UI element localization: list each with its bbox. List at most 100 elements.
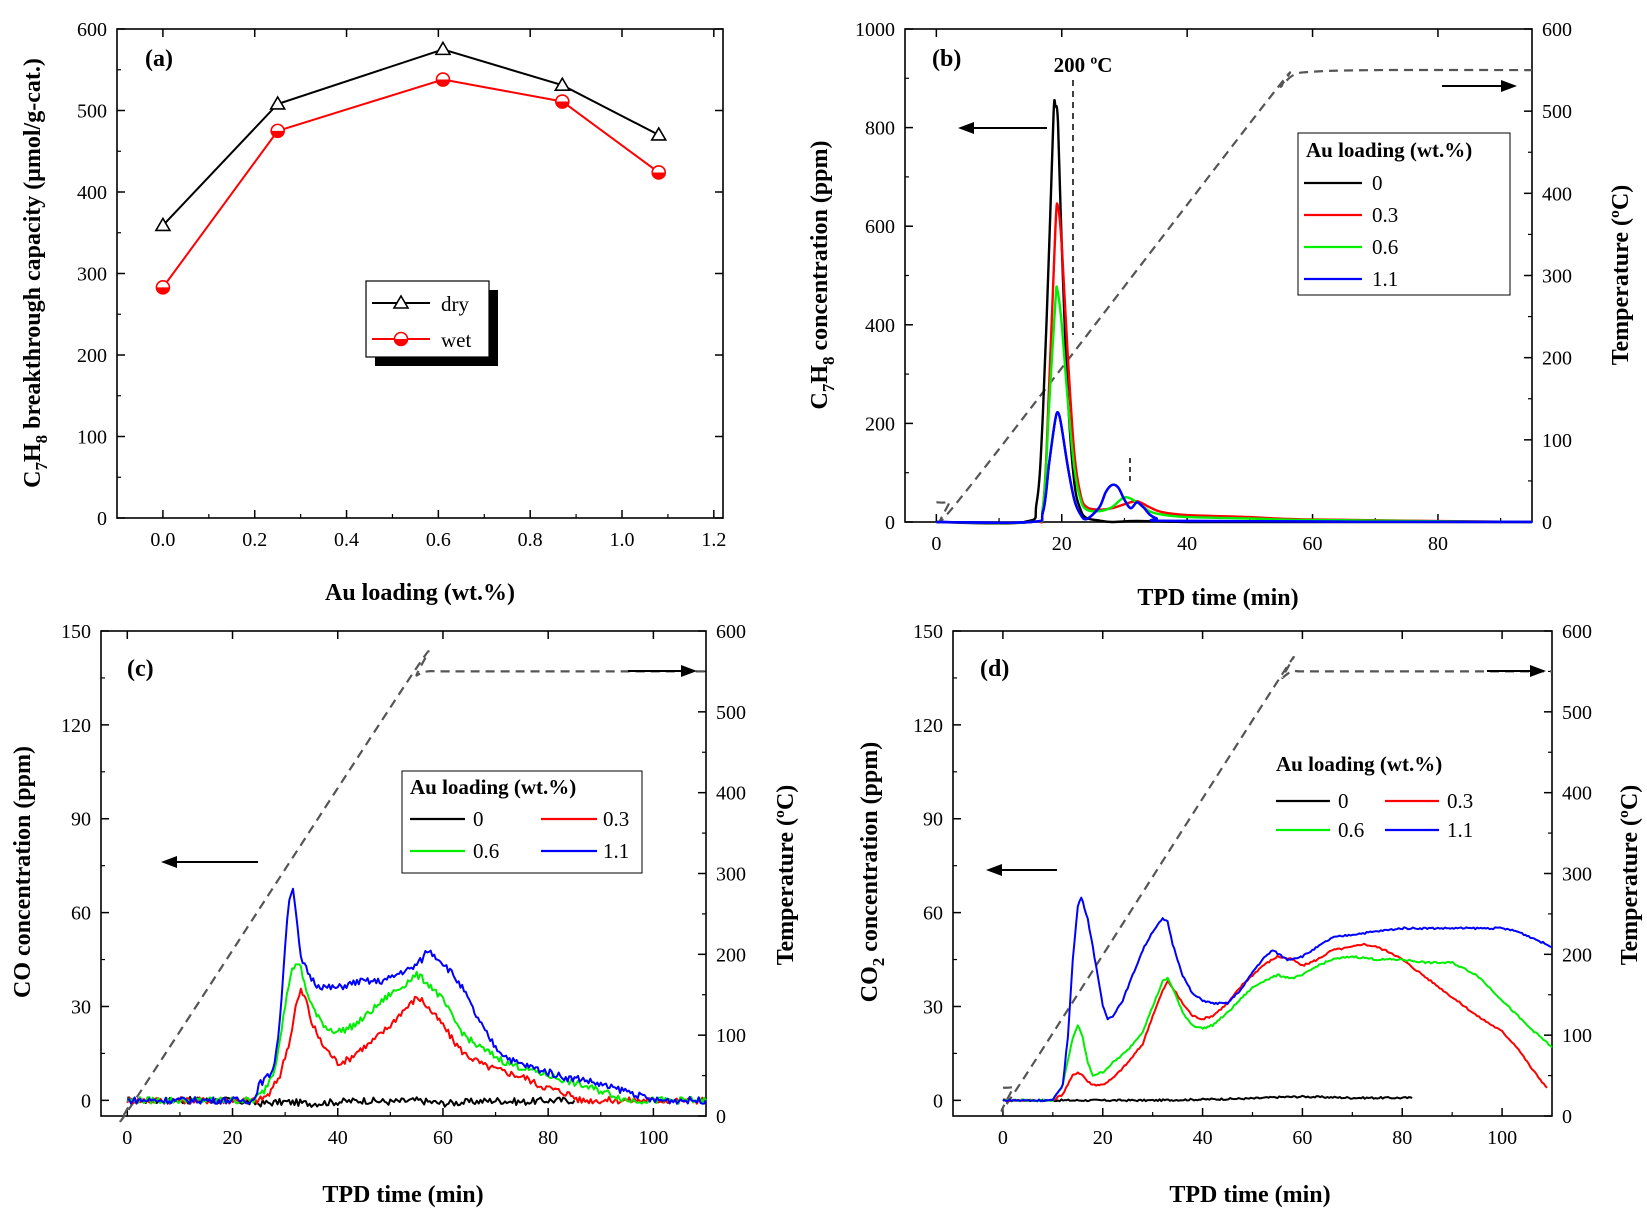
xtick-label: 40 <box>1177 533 1197 555</box>
panel-c-legend: Au loading (wt.%) 0 0.3 0.6 1.1 <box>401 770 643 874</box>
panel-c-ylabel: CO concentration (ppm) <box>10 746 36 998</box>
panel-a-label: (a) <box>145 46 173 72</box>
y2tick-label: 200 <box>716 944 746 966</box>
ytick-label: 0 <box>933 1090 943 1112</box>
legend-d-title: Au loading (wt.%) <box>1276 752 1442 776</box>
xtick-label: 100 <box>638 1127 668 1149</box>
temperature-line <box>936 68 1533 523</box>
series-line-c-0.3 <box>126 987 707 1105</box>
ytick-label: 200 <box>865 413 895 435</box>
point-wet-fill <box>271 130 285 138</box>
panel-d-frame <box>952 630 1553 1117</box>
xtick-label: 0 <box>998 1127 1008 1149</box>
legend-c-label-3: 1.1 <box>603 839 629 863</box>
series-line-b-1.1 <box>936 411 1533 524</box>
ytick-label: 600 <box>77 19 107 41</box>
ytick-label: 60 <box>923 903 943 925</box>
panel-c-temperature <box>119 650 706 1123</box>
panel-a-ticks: 0.0 0.2 0.4 0.6 0.8 1.0 1.2 0 100 200 300 400 500 600 <box>77 19 726 551</box>
ylabel-d-part-1: CO <box>857 966 883 1002</box>
legend-a-marker-dry <box>392 294 410 309</box>
series-line-d-1.1 <box>1002 896 1553 1103</box>
xtick-label: 0.8 <box>518 529 543 551</box>
y2tick-label: 600 <box>716 621 746 643</box>
xtick-label: 1.2 <box>701 529 726 551</box>
legend-d-label-1: 0.3 <box>1447 789 1473 813</box>
y2tick-label: 400 <box>1542 183 1572 205</box>
panel-a-series <box>154 40 668 295</box>
panel-c-ticks: 0 20 40 60 80 100 0 30 60 90 120 150 0 100 200 300 400 50… <box>61 621 746 1149</box>
y2tick-label: 200 <box>1562 944 1592 966</box>
legend-d-label-3: 1.1 <box>1447 818 1473 842</box>
ylabel-d-part-3: concentration (ppm) <box>857 742 883 958</box>
panel-d-legend: Au loading (wt.%) 0 0.3 0.6 1.1 <box>1269 747 1501 847</box>
point-dry <box>269 95 287 110</box>
xtick-label: 20 <box>223 1127 243 1149</box>
y2tick-label: 100 <box>1542 430 1572 452</box>
y2tick-label: 0 <box>1542 512 1552 534</box>
panel-a: 0.0 0.2 0.4 0.6 0.8 1.0 1.2 0 100 200 300 400 500 600… <box>20 19 726 606</box>
legend-b-label-3: 1.1 <box>1372 267 1398 291</box>
panel-d-right-arrow <box>1487 665 1546 677</box>
panel-b-xlabel: TPD time (min) <box>1137 585 1298 611</box>
panel-c-series <box>126 887 707 1108</box>
series-line-c-1.1 <box>127 887 707 1105</box>
legend-a-label-dry: dry <box>441 292 469 316</box>
ytick-label: 400 <box>77 182 107 204</box>
ytick-label: 0 <box>97 508 107 530</box>
xtick-label: 80 <box>538 1127 558 1149</box>
panel-d-left-arrow <box>986 864 1057 876</box>
point-wet-fill <box>436 79 450 87</box>
ylabel-b-part-5: concentration (ppm) <box>807 141 833 357</box>
series-line-b-1.1-top <box>936 411 1533 524</box>
ylabel-b-part-4: 8 <box>819 356 838 365</box>
temperature-line <box>1000 655 1552 1112</box>
panel-d-y2label: Temperature (ºC) <box>1617 785 1643 966</box>
panel-b-series <box>936 98 1533 525</box>
panel-c: 0 20 40 60 80 100 0 30 60 90 120 150 0 100 200 300 400 50… <box>10 621 799 1208</box>
legend-c-label-2: 0.6 <box>473 839 499 863</box>
ytick-label: 150 <box>61 621 91 643</box>
panel-d-series <box>1002 896 1553 1103</box>
ytick-label: 0 <box>885 512 895 534</box>
ylabel-d-part-2: 2 <box>869 958 888 967</box>
panel-b-y2label: Temperature (ºC) <box>1608 185 1634 366</box>
panel-b-temperature <box>936 68 1533 523</box>
legend-c-label-1: 0.3 <box>603 807 629 831</box>
xtick-label: 0.0 <box>150 529 175 551</box>
y2tick-label: 100 <box>716 1025 746 1047</box>
ylabel-a-part-4: 8 <box>32 435 51 444</box>
series-line-d-0.6 <box>1002 955 1553 1103</box>
ytick-label: 30 <box>71 996 91 1018</box>
series-line-b-0.3 <box>936 202 1533 525</box>
xtick-label: 0 <box>122 1127 132 1149</box>
panel-c-left-arrow <box>161 856 258 868</box>
point-dry <box>154 216 172 232</box>
y2tick-label: 400 <box>716 783 746 805</box>
panel-a-legend: dry wet <box>365 280 498 366</box>
panel-d-temperature <box>1000 655 1552 1112</box>
temperature-line <box>119 650 706 1123</box>
ytick-label: 100 <box>77 427 107 449</box>
y2tick-label: 500 <box>1542 101 1572 123</box>
y2tick-label: 600 <box>1562 621 1592 643</box>
xtick-label: 100 <box>1487 1127 1517 1149</box>
xtick-label: 1.0 <box>610 529 635 551</box>
point-dry <box>553 76 571 92</box>
panel-c-right-arrow <box>628 665 697 677</box>
series-line-a-dry <box>162 48 660 227</box>
panel-d-label: (d) <box>980 656 1009 682</box>
y2tick-label: 300 <box>1542 266 1572 288</box>
panel-b-legend: Au loading (wt.%) 0 0.3 0.6 1.1 <box>1297 132 1511 296</box>
xtick-label: 40 <box>1193 1127 1213 1149</box>
series-line-d-0.3 <box>1002 942 1548 1103</box>
panel-b-ylabel: C7H8 concentration (ppm) <box>807 141 838 410</box>
point-dry <box>650 126 668 141</box>
panel-d: 0 20 40 60 80 1000306090120150010020030040050… <box>857 621 1643 1208</box>
ytick-label: 90 <box>923 809 943 831</box>
point-wet-fill <box>156 287 170 294</box>
xtick-label: 80 <box>1428 533 1448 555</box>
series-line-c-0.6 <box>126 963 707 1105</box>
ylabel-b-part-1: C <box>807 392 833 409</box>
